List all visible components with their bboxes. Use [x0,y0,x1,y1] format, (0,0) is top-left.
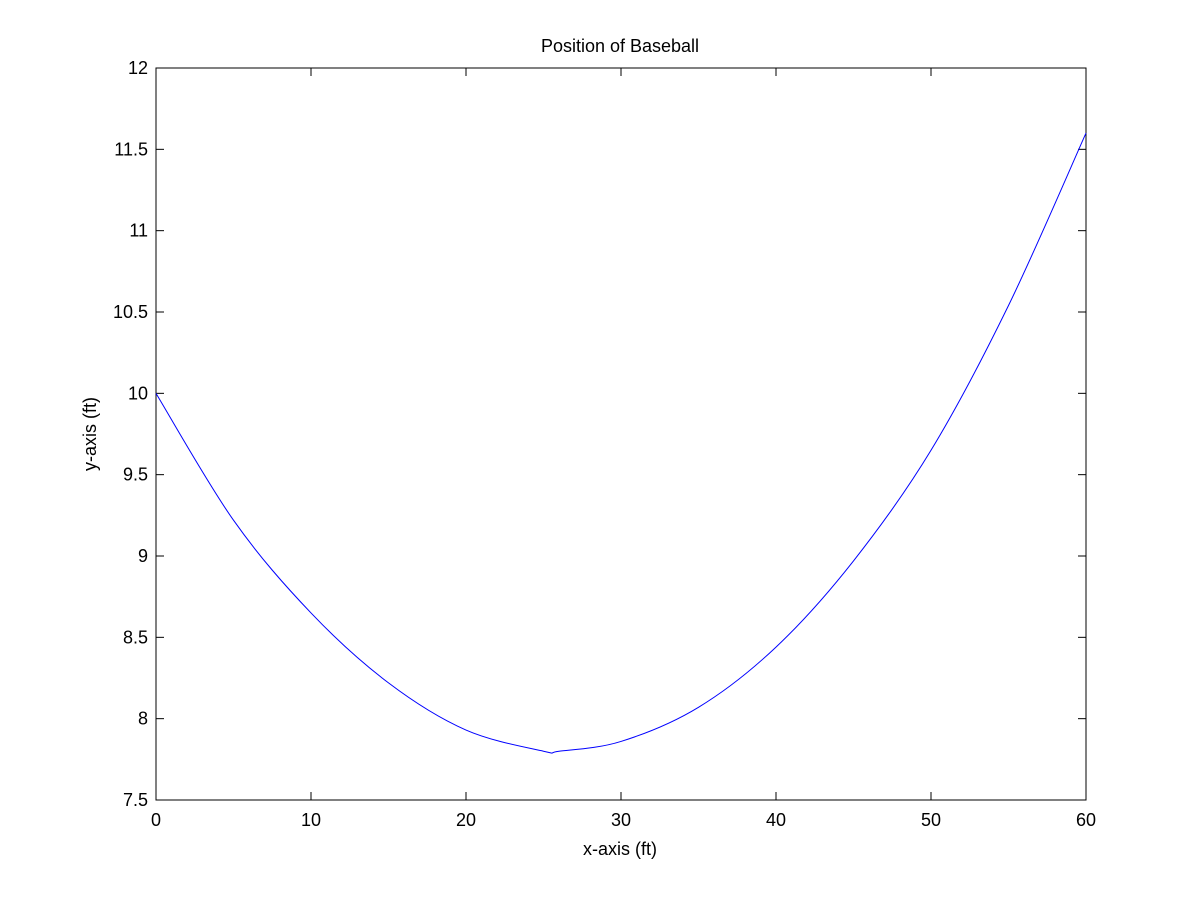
y-axis-title: y-axis (ft) [80,397,100,471]
y-tick-label: 11.5 [114,139,148,159]
x-tick-label: 50 [921,810,941,830]
x-tick-label: 40 [766,810,786,830]
x-tick-label: 0 [151,810,161,830]
y-tick-label: 9 [138,546,148,566]
tick-labels-layer: 0 10 20 30 40 50 60 7.5 8 8.5 9 9.5 10 10.5 11 11.5 12 [113,58,1096,830]
series-layer [155,132,1087,754]
y-tick-label: 11 [129,221,148,241]
x-tick-label: 60 [1076,810,1096,830]
y-tick-label: 7.5 [123,790,148,810]
chart-title: Position of Baseball [541,36,699,56]
y-tick-label: 10.5 [113,302,148,322]
y-tick-label: 10 [128,383,148,403]
y-tick-label: 8 [138,709,148,729]
plot-frame [155,67,1087,801]
x-tick-label: 20 [456,810,476,830]
x-tick-label: 30 [611,810,631,830]
x-tick-label: 10 [301,810,321,830]
y-tick-label: 8.5 [123,627,148,647]
series-line-1 [155,132,1087,754]
y-tick-label: 12 [128,58,148,78]
y-tick-label: 9.5 [123,465,148,485]
x-axis-title: x-axis (ft) [583,839,657,859]
ticks-layer [155,67,1087,801]
